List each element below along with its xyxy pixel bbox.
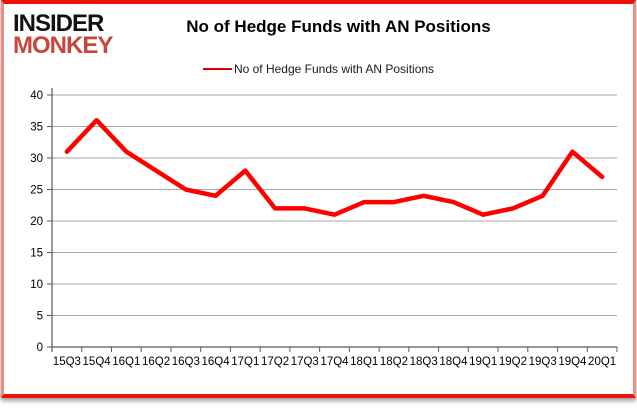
y-tick-label: 10 [30, 279, 43, 291]
y-tick-label: 0 [37, 342, 43, 354]
chart-legend: No of Hedge Funds with AN Positions [4, 62, 633, 76]
hedge-funds-line-chart: 0 5 10 15 20 25 30 35 40 15Q3 15Q4 16Q1 16Q2 16Q3 16Q4… [30, 88, 618, 368]
x-tick-label: 19Q1 [469, 356, 497, 368]
x-tick-label: 19Q4 [558, 356, 587, 368]
series-line [64, 117, 605, 217]
legend-label: No of Hedge Funds with AN Positions [233, 62, 435, 76]
x-tick-label: 17Q4 [320, 356, 349, 368]
x-tick-label: 19Q3 [529, 356, 557, 368]
x-tick-label: 16Q4 [201, 356, 230, 368]
x-tick-label: 18Q3 [410, 356, 438, 368]
chart-title: No of Hedge Funds with AN Positions [186, 17, 491, 36]
x-tick-label: 17Q2 [261, 356, 289, 368]
x-tick-label: 15Q3 [53, 356, 81, 368]
y-tick-label: 15 [30, 248, 43, 260]
x-tick-label: 18Q4 [439, 356, 468, 368]
insider-monkey-logo: INSIDER MONKEY [13, 10, 113, 60]
x-tick-label: 18Q1 [350, 356, 378, 368]
x-tick-label: 17Q3 [291, 356, 319, 368]
logo-monkey-text: MONKEY [13, 32, 113, 60]
x-tick-label: 15Q4 [83, 356, 112, 368]
y-tick-label: 20 [30, 216, 43, 228]
y-tick-label: 5 [37, 311, 43, 323]
x-tick-label: 17Q1 [231, 356, 259, 368]
logo-insider-text: INSIDER [13, 10, 104, 37]
y-tick-label: 35 [30, 122, 43, 134]
x-tick-label: 20Q1 [588, 356, 616, 368]
y-tick-label: 30 [30, 153, 43, 165]
x-tick-label: 16Q2 [142, 356, 170, 368]
x-tick-label: 16Q1 [112, 356, 140, 368]
x-tick-label: 16Q3 [172, 356, 200, 368]
y-tick-label: 40 [30, 90, 43, 102]
x-tick-label: 18Q2 [380, 356, 408, 368]
legend-line-swatch [202, 68, 232, 70]
chart-frame: INSIDER MONKEY No of Hedge Funds with AN… [1, 0, 636, 398]
y-tick-label: 25 [30, 185, 43, 197]
x-tick-label: 19Q2 [499, 356, 527, 368]
